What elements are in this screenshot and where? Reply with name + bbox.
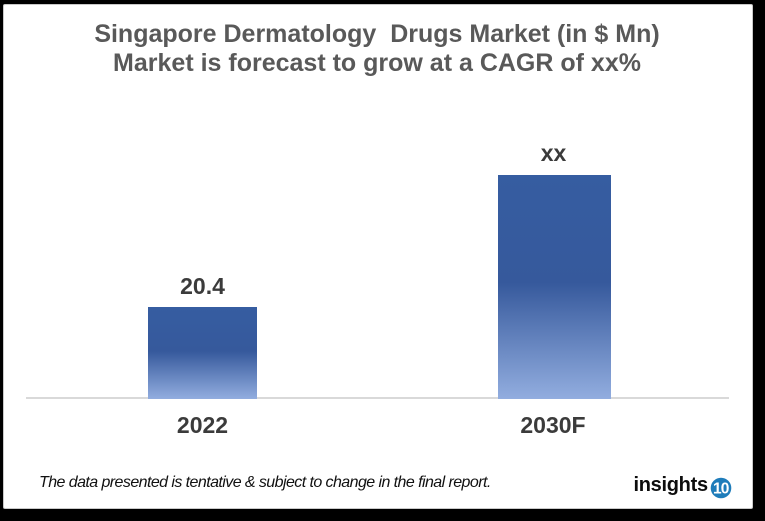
svg-text:10: 10 — [713, 480, 729, 497]
